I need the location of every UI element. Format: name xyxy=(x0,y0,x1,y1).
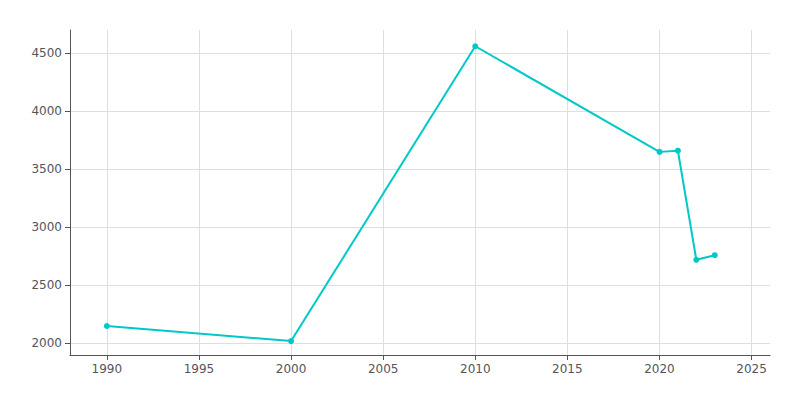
svg-text:3500: 3500 xyxy=(31,162,62,176)
svg-text:3000: 3000 xyxy=(31,220,62,234)
svg-text:4000: 4000 xyxy=(31,104,62,118)
svg-text:2010: 2010 xyxy=(460,362,491,376)
svg-text:2020: 2020 xyxy=(644,362,675,376)
svg-text:2025: 2025 xyxy=(736,362,767,376)
svg-text:2015: 2015 xyxy=(552,362,583,376)
svg-text:2000: 2000 xyxy=(31,336,62,350)
svg-text:1995: 1995 xyxy=(184,362,215,376)
svg-text:4500: 4500 xyxy=(31,46,62,60)
svg-text:1990: 1990 xyxy=(92,362,123,376)
svg-text:2500: 2500 xyxy=(31,278,62,292)
svg-text:2000: 2000 xyxy=(276,362,307,376)
svg-text:2005: 2005 xyxy=(368,362,399,376)
